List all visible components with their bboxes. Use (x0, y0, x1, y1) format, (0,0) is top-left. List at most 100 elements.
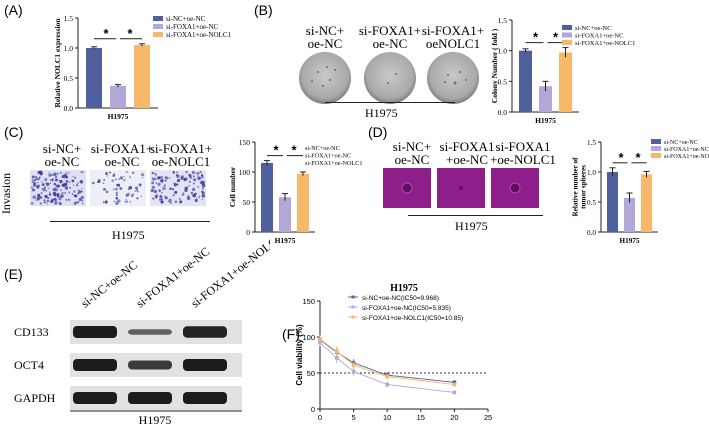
invasion-cell (129, 176, 131, 178)
panel-f-point-1 (452, 380, 457, 385)
panel-f-title: H1975 (390, 283, 418, 294)
panel-f-point-3 (335, 349, 339, 354)
invasion-cell (80, 195, 84, 200)
panel-f-chart: H19750501001500510152025DDP(μM)Cell viab… (295, 283, 492, 424)
panel-c-ytick-label: 0 (246, 228, 250, 237)
panel-d-sphere-images (383, 168, 539, 208)
invasion-cell (198, 195, 201, 197)
invasion-cell (153, 189, 158, 194)
invasion-cell (114, 178, 117, 181)
panel-c-legend-label-2: si-FOXA1+oe-NC (305, 153, 351, 160)
invasion-cell (196, 172, 200, 175)
invasion-cell (194, 192, 197, 196)
colony-plate-2 (364, 52, 416, 104)
invasion-cell (188, 180, 191, 183)
panel-b-xlabel: H1975 (535, 116, 556, 125)
invasion-cell (47, 196, 50, 200)
panel-a-sig-star-1: * (103, 26, 109, 41)
invasion-cell (73, 184, 75, 186)
invasion-cell (72, 175, 74, 178)
invasion-cell (53, 182, 57, 186)
panel-a-ylabel: Relative NOLC1 expression (53, 18, 62, 108)
invasion-cell (54, 178, 58, 182)
panel-a-ytick-label: 1.0 (64, 44, 74, 53)
panel-d-cellline: H1975 (455, 219, 488, 233)
invasion-cell (201, 198, 204, 200)
invasion-cell (51, 179, 54, 181)
invasion-cell (81, 202, 84, 205)
panel-c-bar-2 (279, 197, 291, 232)
panel-c-group-2: si-FOXA1+ oe-NC (90, 141, 154, 169)
invasion-cell (74, 176, 77, 179)
invasion-cell (64, 186, 69, 190)
invasion-cell (199, 170, 202, 174)
invasion-cell (58, 202, 62, 206)
invasion-cell (195, 197, 198, 199)
invasion-cell (49, 179, 52, 181)
panel-b-chart: 0.0 0.5 1.0 1.5 * * H1975 Colony Number ( fold … (490, 16, 635, 125)
invasion-cell (60, 194, 64, 198)
invasion-cell (128, 192, 130, 195)
panel-c-label: (C) (4, 124, 24, 140)
invasion-cell (135, 189, 138, 192)
panel-d-legend-swatch-2 (651, 146, 661, 151)
panel-c-ylabel: Cell number (228, 166, 237, 207)
invasion-cell (181, 175, 184, 178)
panel-d-ytick-label: 0.0 (587, 229, 596, 237)
sphere-3 (509, 182, 521, 194)
invasion-cell (49, 191, 51, 193)
panel-f-legend-marker-3 (351, 315, 355, 319)
invasion-cell (56, 194, 60, 198)
invasion-cell (159, 195, 163, 199)
panel-c-ytick-label: 100 (239, 168, 251, 177)
panel-d-label: (D) (368, 124, 388, 140)
invasion-cell (164, 195, 166, 197)
invasion-cell (187, 197, 190, 199)
panel-c-bar-1 (261, 163, 273, 232)
invasion-cell (59, 171, 62, 174)
invasion-cell (192, 194, 195, 197)
panel-a-ytick-label: 0.5 (64, 74, 74, 83)
invasion-cell (41, 181, 43, 183)
invasion-cell (91, 181, 95, 185)
panel-f-point-3 (318, 337, 322, 341)
invasion-cell (59, 179, 63, 184)
panel-a-legend-label-3: si-FOXA1+oe-NOLC1 (166, 31, 231, 39)
invasion-cell (30, 201, 34, 205)
panel-c-group-line (50, 221, 210, 222)
blot-band-1-1 (73, 326, 117, 338)
invasion-cell (58, 201, 61, 203)
panel-f-ytick-label: 100 (302, 333, 315, 342)
invasion-cell (130, 194, 134, 197)
invasion-cell (176, 183, 179, 186)
invasion-cell (31, 180, 35, 184)
panel-d-ylabel: Relative number oftumor spheres (571, 157, 587, 217)
invasion-cell (111, 179, 115, 182)
invasion-cell (174, 200, 178, 204)
invasion-cell (160, 200, 164, 204)
invasion-cell (112, 174, 116, 177)
blot-lane-label-3: si-FOXA1+oe-NOLC1 (188, 231, 270, 311)
invasion-cell (106, 175, 108, 177)
invasion-cell (42, 188, 46, 192)
panel-b-sig-star-1: * (533, 30, 539, 45)
invasion-cell (134, 186, 139, 190)
panel-b-bar-2 (539, 86, 552, 112)
invasion-cell (80, 171, 83, 174)
panel-f-xtick-label: 5 (352, 413, 356, 422)
panel-f-point-3 (351, 363, 356, 367)
invasion-cell (137, 190, 139, 193)
invasion-cell (33, 182, 36, 185)
invasion-cell (197, 176, 201, 181)
invasion-cell (54, 175, 58, 179)
invasion-cell (125, 193, 130, 197)
invasion-cell (140, 173, 145, 177)
panel-b-ylabel: Colony Number ( fold ) (490, 28, 499, 103)
invasion-cell (124, 201, 127, 203)
blot-protein-cd133: CD133 (14, 325, 49, 339)
panel-c-legend-label-3: si-FOXA1+oe-NOLC1 (305, 160, 362, 167)
invasion-cell (61, 185, 64, 187)
invasion-cell (41, 183, 45, 187)
panel-c-ytick-label: 50 (243, 198, 251, 207)
panel-a-xlabel: H1975 (108, 112, 129, 120)
